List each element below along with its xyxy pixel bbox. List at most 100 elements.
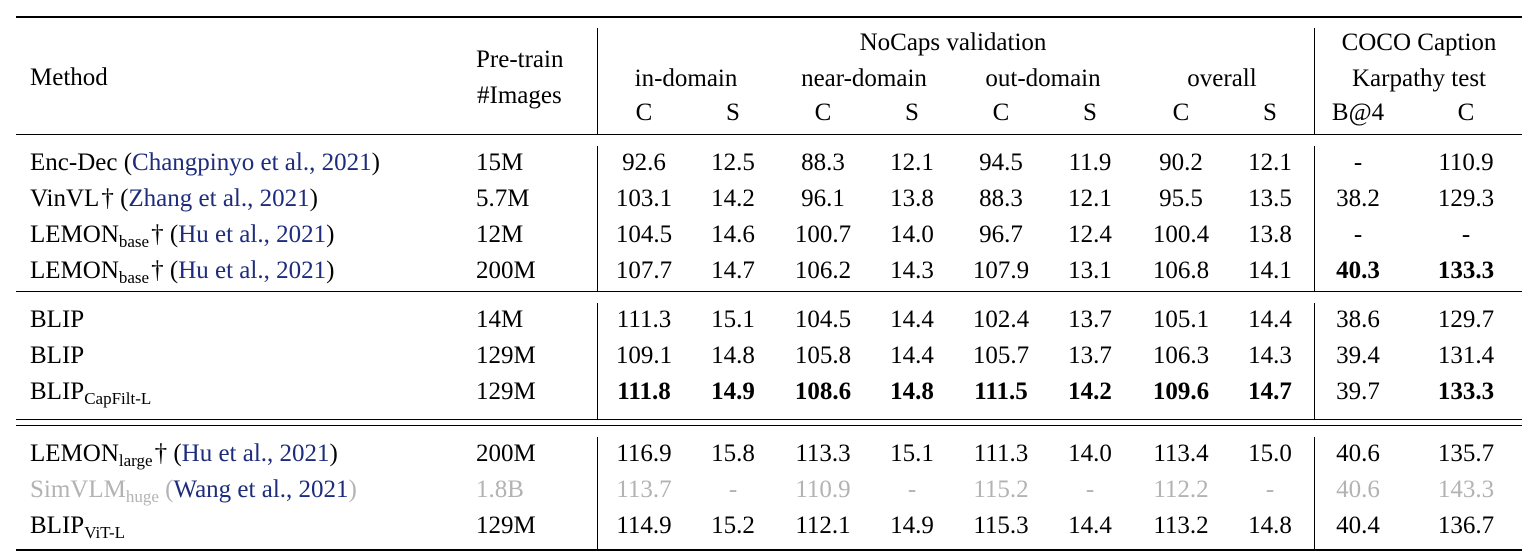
metric-value: 12.1 xyxy=(1248,149,1292,176)
model-name: BLIP xyxy=(30,378,85,405)
column-divider xyxy=(597,303,599,419)
metric-value: 14.6 xyxy=(711,221,755,248)
metric-value: 14.8 xyxy=(1248,512,1292,539)
pretrain-images: 12M xyxy=(476,221,524,248)
metric-value: 12.1 xyxy=(890,149,934,176)
metric-value: 14.4 xyxy=(890,342,934,369)
metric-value: 110.9 xyxy=(1438,149,1494,176)
column-group-header: overall xyxy=(1187,65,1257,92)
model-name: LEMON xyxy=(30,440,119,467)
metric-value: 113.7 xyxy=(616,476,672,503)
pretrain-images: 200M xyxy=(476,257,536,284)
metric-value: 109.1 xyxy=(615,342,673,369)
model-variant: base xyxy=(118,268,150,287)
citation-link[interactable]: Hu et al., 2021 xyxy=(178,257,327,284)
model-variant: CapFilt-L xyxy=(84,389,152,408)
metric-value: 143.3 xyxy=(1437,476,1495,503)
metric-value: 113.2 xyxy=(1153,512,1209,539)
metric-value: 112.2 xyxy=(1153,476,1209,503)
sub-column-header: C xyxy=(1457,99,1475,126)
metric-value: - xyxy=(1353,149,1363,176)
pretrain-images: 5.7M xyxy=(476,185,530,212)
metric-value: 14.4 xyxy=(1248,306,1292,333)
sub-column-header: B@4 xyxy=(1331,99,1385,126)
column-divider xyxy=(597,437,599,549)
metric-value: 102.4 xyxy=(972,306,1030,333)
metric-value: 15.0 xyxy=(1248,440,1292,467)
model-name: LEMON xyxy=(30,257,119,284)
method-name: LEMONbase† (Hu et al., 2021) xyxy=(30,221,335,251)
metric-value: 133.3 xyxy=(1437,257,1495,284)
pretrain-header: #Images xyxy=(477,82,562,109)
citation-link[interactable]: Zhang et al., 2021 xyxy=(128,185,310,212)
model-name: LEMON xyxy=(30,221,119,248)
column-divider xyxy=(597,28,599,134)
model-variant: huge xyxy=(125,487,159,506)
metric-value: 39.4 xyxy=(1336,342,1380,369)
metric-value: 136.7 xyxy=(1437,512,1495,539)
metric-value: 106.8 xyxy=(1152,257,1210,284)
method-name: BLIP xyxy=(30,305,84,335)
metric-value: 15.1 xyxy=(711,306,755,333)
metric-value: 131.4 xyxy=(1437,342,1495,369)
citation-link[interactable]: Wang et al., 2021 xyxy=(173,476,349,503)
pretrain-images: 15M xyxy=(476,149,524,176)
metric-value: 100.4 xyxy=(1152,221,1210,248)
citation-link[interactable]: Hu et al., 2021 xyxy=(181,440,330,467)
metric-value: 96.7 xyxy=(979,221,1023,248)
metric-value: 111.5 xyxy=(974,378,1028,405)
table-rule xyxy=(16,425,1522,427)
dagger-mark: † xyxy=(151,257,164,284)
metric-value: 112.1 xyxy=(795,512,851,539)
metric-value: 113.4 xyxy=(1153,440,1209,467)
metric-value: 14.2 xyxy=(1068,378,1112,405)
sub-column-header: C xyxy=(635,99,653,126)
citation-link[interactable]: Hu et al., 2021 xyxy=(178,221,327,248)
metric-value: 106.3 xyxy=(1152,342,1210,369)
pretrain-images: 129M xyxy=(476,378,536,405)
metric-value: 103.1 xyxy=(615,185,673,212)
citation-link[interactable]: Changpinyo et al., 2021 xyxy=(132,149,372,176)
model-variant: ViT-L xyxy=(84,523,126,542)
metric-value: 110.9 xyxy=(795,476,851,503)
metric-value: 14.9 xyxy=(890,512,934,539)
metric-value: 88.3 xyxy=(801,149,845,176)
pretrain-images: 200M xyxy=(476,440,536,467)
metric-value: - xyxy=(1265,476,1275,503)
metric-value: 135.7 xyxy=(1437,440,1495,467)
sub-column-header: C xyxy=(814,99,832,126)
metric-value: 106.2 xyxy=(794,257,852,284)
metric-value: 105.1 xyxy=(1152,306,1210,333)
metric-value: 13.7 xyxy=(1068,306,1112,333)
table-rule xyxy=(16,291,1522,293)
metric-value: 14.4 xyxy=(890,306,934,333)
column-group-header: out-domain xyxy=(985,65,1101,92)
metric-value: 111.3 xyxy=(973,440,1029,467)
metric-value: 14.0 xyxy=(1068,440,1112,467)
metric-value: 100.7 xyxy=(794,221,852,248)
metric-value: 114.9 xyxy=(616,512,672,539)
metric-value: 14.1 xyxy=(1248,257,1292,284)
metric-value: 111.3 xyxy=(616,306,672,333)
method-name: LEMONlarge† (Hu et al., 2021) xyxy=(30,440,338,470)
coco-header: Karpathy test xyxy=(1352,65,1486,92)
model-variant: base xyxy=(118,232,150,251)
nocaps-header: NoCaps validation xyxy=(859,29,1047,56)
metric-value: 14.0 xyxy=(890,221,934,248)
metric-value: 104.5 xyxy=(615,221,673,248)
metric-value: 13.8 xyxy=(1248,221,1292,248)
metric-value: - xyxy=(1353,221,1363,248)
metric-value: 13.7 xyxy=(1068,342,1112,369)
metric-value: 14.9 xyxy=(711,378,755,405)
metric-value: 40.4 xyxy=(1336,512,1380,539)
column-group-header: in-domain xyxy=(634,65,738,92)
sub-column-header: C xyxy=(1172,99,1190,126)
metric-value: 15.8 xyxy=(711,440,755,467)
metric-value: - xyxy=(907,476,917,503)
metric-value: 14.3 xyxy=(1248,342,1292,369)
sub-column-header: S xyxy=(726,99,740,126)
metric-value: 107.7 xyxy=(615,257,673,284)
metric-value: 116.9 xyxy=(616,440,672,467)
metric-value: 105.8 xyxy=(794,342,852,369)
metric-value: 13.8 xyxy=(890,185,934,212)
